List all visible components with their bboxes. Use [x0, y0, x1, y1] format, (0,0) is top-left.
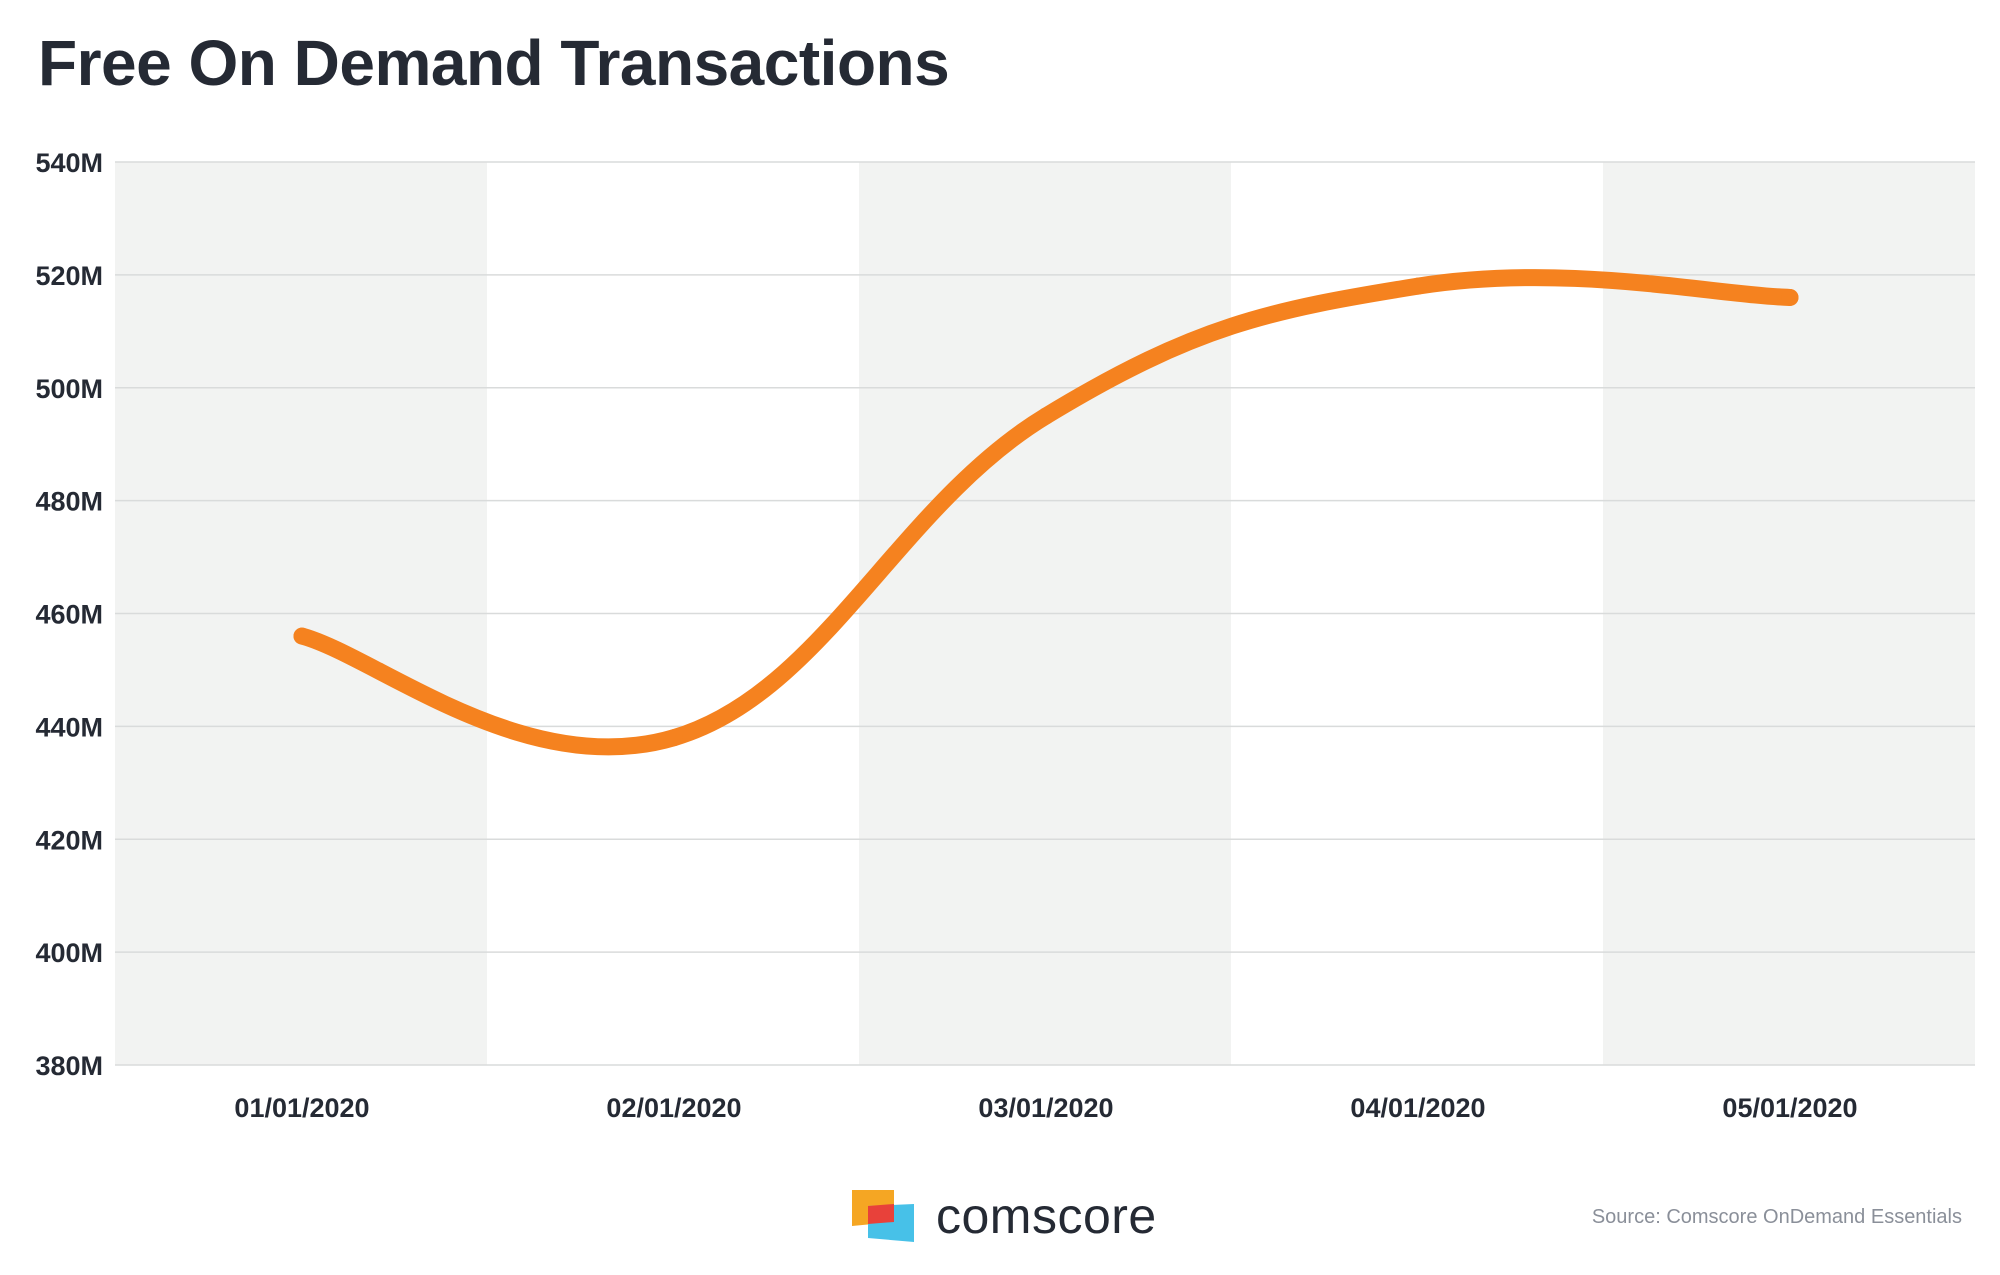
y-tick-label: 460M: [35, 600, 103, 630]
comscore-logo: comscore: [850, 1188, 1157, 1244]
x-tick-label: 04/01/2020: [1350, 1093, 1485, 1123]
logo-red-overlap: [868, 1204, 894, 1224]
y-tick-label: 520M: [35, 261, 103, 291]
gridlines: [115, 161, 1975, 1066]
x-axis-ticks: 01/01/2020 02/01/2020 03/01/2020 04/01/2020…: [234, 1093, 1857, 1123]
y-tick-label: 380M: [35, 1051, 103, 1081]
data-point: [1037, 407, 1055, 425]
chart-title: Free On Demand Transactions: [38, 27, 950, 99]
data-point: [665, 729, 683, 747]
y-tick-label: 540M: [35, 148, 103, 178]
series-group: [293, 269, 1799, 756]
y-tick-label: 420M: [35, 825, 103, 855]
brand-name: comscore: [936, 1188, 1157, 1244]
comscore-logo-icon: [850, 1188, 918, 1244]
data-point: [1781, 288, 1799, 306]
x-tick-label: 02/01/2020: [606, 1093, 741, 1123]
data-point: [1409, 277, 1427, 295]
line-chart: 380M 400M 420M 440M 460M 480M 500M 520M 540M 01/…: [35, 148, 1975, 1123]
y-axis-ticks: 380M 400M 420M 440M 460M 480M 500M 520M 540M: [35, 148, 103, 1081]
y-tick-label: 440M: [35, 712, 103, 742]
x-tick-label: 03/01/2020: [978, 1093, 1113, 1123]
x-tick-label: 05/01/2020: [1722, 1093, 1857, 1123]
y-tick-label: 400M: [35, 938, 103, 968]
source-note: Source: Comscore OnDemand Essentials: [1591, 1206, 1962, 1228]
data-point: [293, 627, 311, 645]
y-tick-label: 480M: [35, 487, 103, 517]
series-line: [293, 269, 1799, 756]
y-tick-label: 500M: [35, 374, 103, 404]
x-tick-label: 01/01/2020: [234, 1093, 369, 1123]
